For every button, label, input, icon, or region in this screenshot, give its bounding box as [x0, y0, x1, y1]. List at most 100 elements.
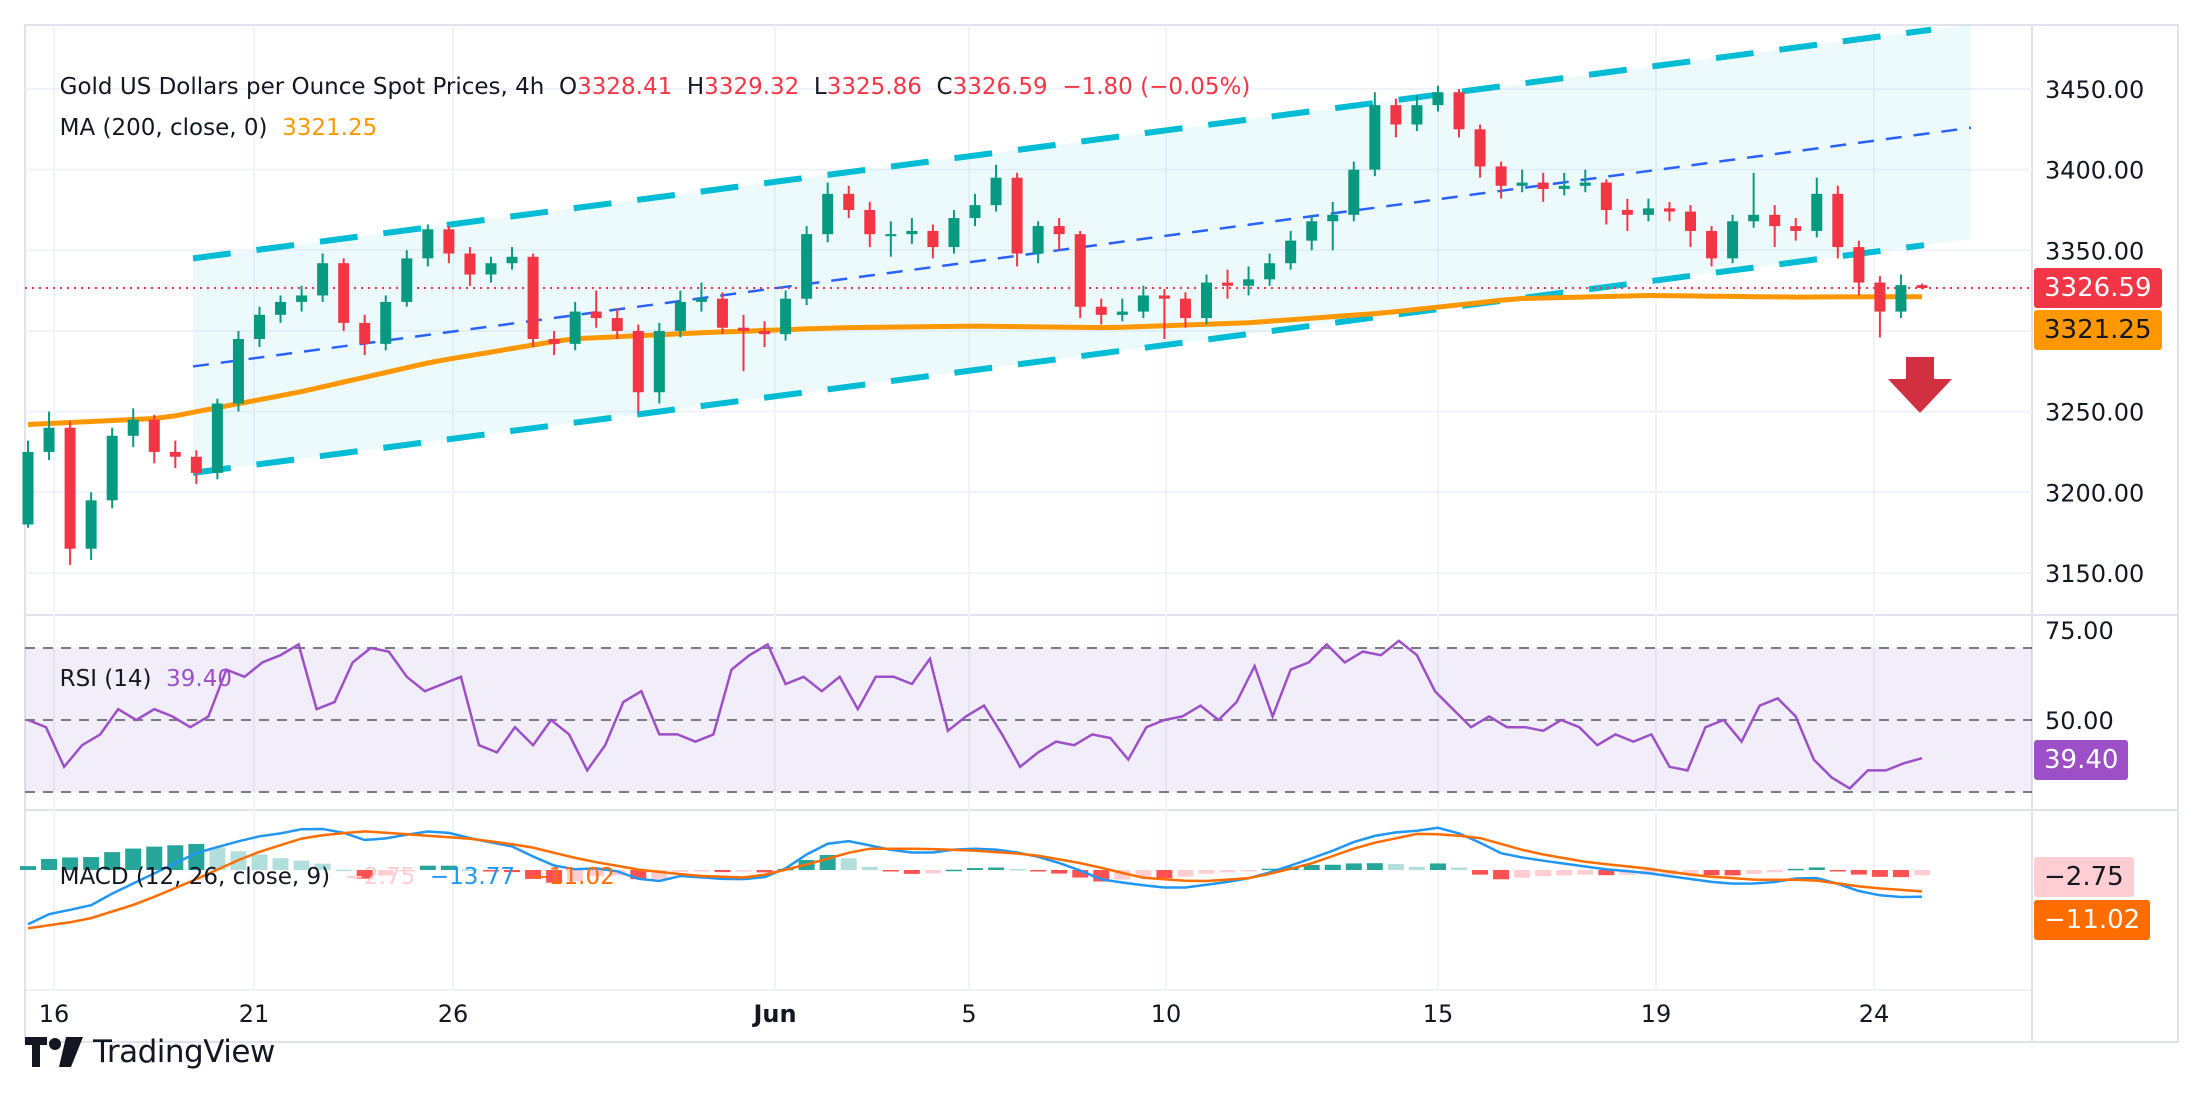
macd-histogram-bar [693, 870, 710, 872]
candle [611, 308, 623, 340]
candle [506, 247, 518, 270]
candle-body [148, 419, 160, 452]
ma-value: 3321.25 [282, 115, 378, 141]
macd-histogram-bar [609, 870, 626, 876]
macd-histogram-bar [1009, 868, 1026, 871]
macd-histogram-bar [504, 870, 521, 873]
candle [1011, 172, 1023, 267]
candle-body [359, 322, 371, 344]
macd-histogram-bar [1072, 870, 1089, 878]
candle [1116, 298, 1128, 322]
macd-histogram-bar [272, 858, 289, 870]
candle [548, 330, 560, 356]
macd-histogram-bar [672, 870, 689, 872]
macd-histogram-bar [1408, 866, 1425, 870]
candle-body [1032, 226, 1044, 254]
rsi-legend[interactable]: RSI (14) 39.40 [45, 640, 232, 692]
macd-histogram-bar [1387, 864, 1404, 870]
candle [674, 290, 686, 338]
candle-body [569, 311, 581, 344]
time-tick-label: 10 [1151, 1000, 1182, 1028]
candle-body [548, 339, 560, 344]
candle [969, 193, 981, 227]
macd-histogram-bar [1114, 870, 1131, 880]
macd-histogram-bar [924, 870, 941, 874]
candle [864, 201, 876, 248]
candle-body [190, 456, 202, 473]
candle-body [695, 298, 707, 302]
candle [485, 256, 497, 283]
candle [64, 421, 76, 565]
time-tick-label: 15 [1423, 1000, 1454, 1028]
price-tick-label: 3150.00 [2045, 560, 2144, 588]
candle [148, 414, 160, 464]
candle [780, 290, 792, 341]
candle-body [653, 330, 665, 393]
candle [1685, 205, 1697, 248]
candle [569, 301, 581, 351]
candle [85, 492, 97, 560]
macd-histogram-bar [1366, 863, 1383, 870]
macd-legend[interactable]: MACD (12, 26, close, 9) −2.75 −13.77 −11… [45, 838, 615, 890]
macd-histogram-bar [440, 865, 457, 870]
candle-body [127, 419, 139, 436]
macd-histogram-bar [146, 846, 163, 870]
macd-histogram-bar [1724, 870, 1741, 876]
macd-histogram-bar [988, 867, 1005, 870]
macd-hist-value: −2.75 [344, 864, 416, 890]
candle-body [1264, 263, 1276, 280]
candle-body [22, 451, 34, 525]
tradingview-logo[interactable]: TradingView [25, 1034, 275, 1070]
candle-body [822, 193, 834, 235]
candle [1769, 205, 1781, 248]
candle-body [317, 263, 329, 296]
ma-legend[interactable]: MA (200, close, 0) 3321.25 [45, 89, 378, 141]
candle [1663, 201, 1675, 222]
macd-histogram-bar [83, 857, 100, 870]
candle [1853, 240, 1865, 296]
time-tick-label: Jun [751, 1000, 796, 1028]
macd-histogram-bar [461, 869, 478, 871]
candle-body [422, 229, 434, 259]
macd-histogram-bar [1808, 867, 1825, 870]
candle [1390, 98, 1402, 138]
candle-body [1243, 279, 1255, 286]
candle-body [106, 435, 118, 501]
macd-histogram-bar [41, 858, 58, 870]
time-tick-label: 19 [1641, 1000, 1672, 1028]
candle [1706, 226, 1718, 267]
candle [716, 292, 728, 335]
candle-body [1916, 285, 1928, 289]
candle [1327, 201, 1339, 251]
macd-histogram-bar [840, 858, 857, 870]
candle [253, 306, 265, 348]
candle-body [1790, 226, 1802, 231]
rsi-tick-label: 75.00 [2045, 617, 2114, 645]
candle [1474, 124, 1486, 178]
price-tick-label: 3200.00 [2045, 479, 2144, 507]
candle-body [716, 298, 728, 328]
candle [1811, 177, 1823, 238]
candle [1032, 221, 1044, 264]
candle-body [1832, 193, 1844, 248]
ma-price-tag: 3321.25 [2034, 310, 2162, 350]
tradingview-logo-icon [25, 1037, 83, 1067]
candle [1074, 230, 1086, 319]
macd-histogram-bar [1303, 864, 1320, 870]
macd-histogram-bar [419, 865, 436, 870]
candle [1369, 92, 1381, 177]
candle [1832, 185, 1844, 259]
candle [1348, 161, 1360, 222]
candle-body [1558, 185, 1570, 190]
candle-body [253, 314, 265, 340]
candle [43, 411, 55, 460]
candle-body [843, 193, 855, 210]
candle [127, 408, 139, 448]
candle [1158, 289, 1170, 340]
candle [1137, 285, 1149, 319]
rsi-label: RSI (14) [59, 666, 152, 692]
candle [695, 282, 707, 312]
ma200-line [27, 292, 1922, 427]
time-tick-label: 24 [1859, 1000, 1890, 1028]
